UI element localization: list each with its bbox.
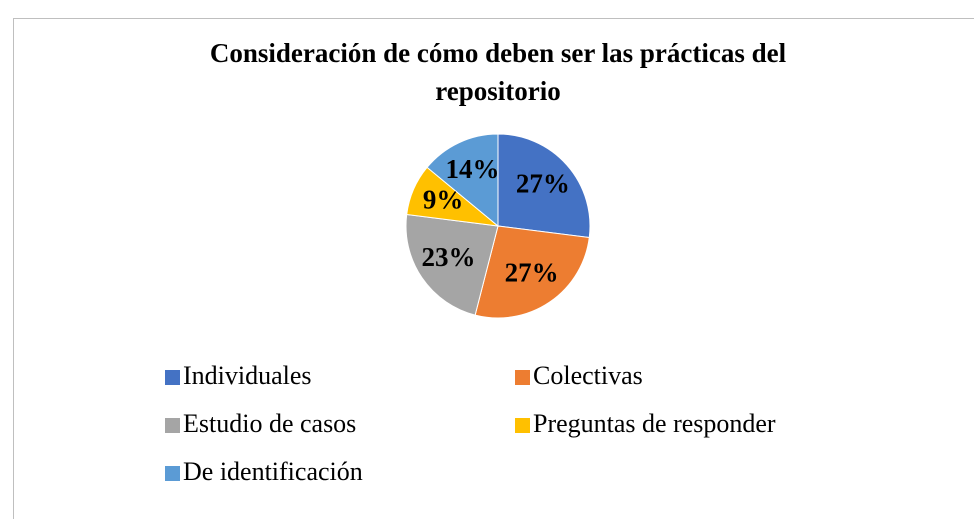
data-label: 23% <box>422 242 476 272</box>
data-label: 14% <box>446 154 500 184</box>
legend-label: Colectivas <box>533 361 643 390</box>
chart-frame <box>13 18 974 519</box>
pie-slice <box>426 133 499 228</box>
data-label: 27% <box>516 169 570 199</box>
legend-label: Estudio de casos <box>183 409 356 438</box>
data-label: 27% <box>505 258 559 288</box>
legend-swatch <box>515 370 530 385</box>
chart: 27%27%23%9%14%Individuales ColectivasEstu… <box>165 133 776 486</box>
legend-swatch <box>165 370 180 385</box>
pie-slice <box>497 133 591 239</box>
pie-slice <box>405 213 499 316</box>
legend-swatch <box>165 466 180 481</box>
page: {"chart_data": {"type": "pie", "title": … <box>13 18 974 519</box>
legend-swatch <box>165 418 180 433</box>
pie-slice <box>474 225 590 319</box>
legend-label: Preguntas de responder <box>533 409 776 438</box>
legend-label: Individuales <box>183 361 312 390</box>
chart-title: Consideración de cómo deben ser las prác… <box>209 38 787 106</box>
legend-swatch <box>515 418 530 433</box>
legend-label: De identificación <box>183 457 363 486</box>
